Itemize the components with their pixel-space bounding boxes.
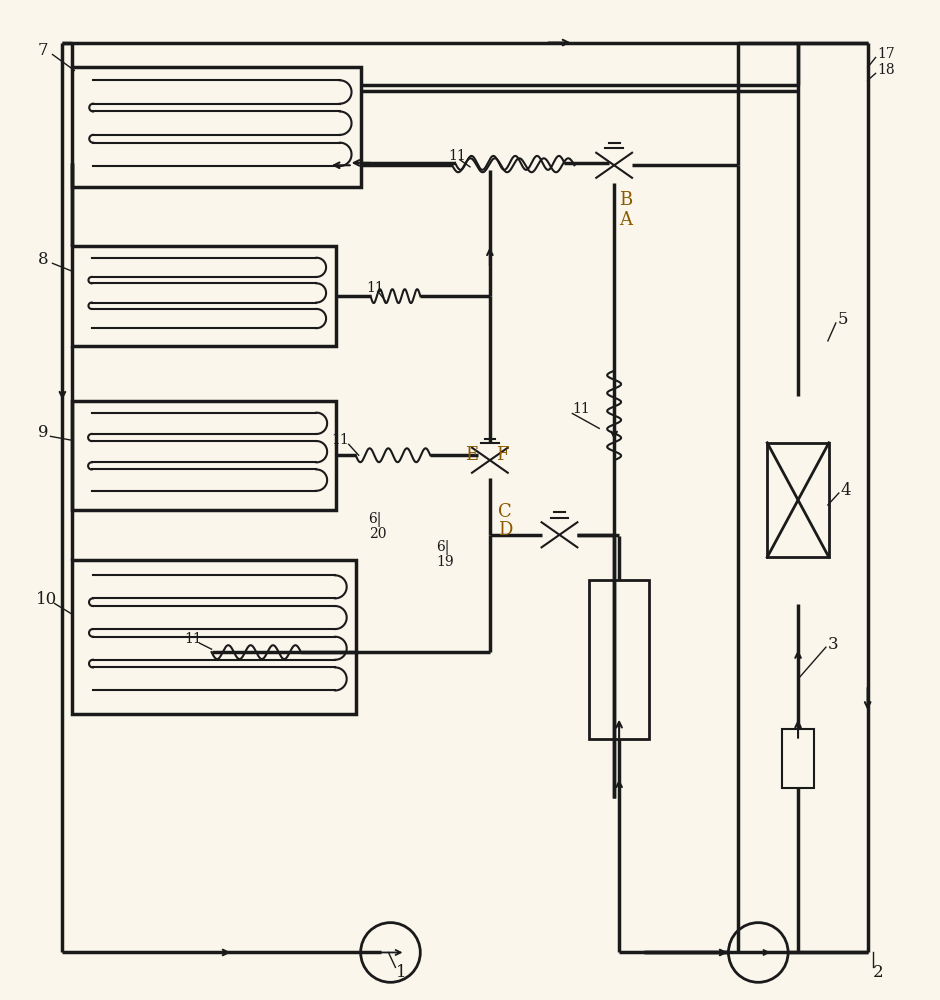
Text: 18: 18 (878, 63, 895, 77)
Text: 11: 11 (331, 433, 349, 447)
Text: 17: 17 (878, 47, 895, 61)
Text: 6|: 6| (436, 540, 449, 555)
Text: 1: 1 (397, 964, 407, 981)
Text: 11: 11 (572, 402, 590, 416)
Text: 8: 8 (38, 251, 48, 268)
Text: 20: 20 (368, 527, 386, 541)
Text: 5: 5 (838, 311, 848, 328)
Text: A: A (619, 211, 632, 229)
Text: 11: 11 (448, 149, 466, 163)
Text: 11: 11 (367, 281, 384, 295)
Bar (72, 246, 336, 346)
Text: 2: 2 (872, 964, 884, 981)
Text: E: E (465, 446, 478, 464)
Text: D: D (498, 521, 512, 539)
Bar (589, 580, 649, 739)
Text: 11: 11 (184, 632, 202, 646)
Text: 7: 7 (38, 42, 48, 59)
Bar (72, 401, 336, 510)
Text: 19: 19 (436, 555, 454, 569)
Text: 6|: 6| (368, 512, 382, 527)
Text: 4: 4 (840, 482, 852, 499)
Text: 3: 3 (828, 636, 838, 653)
Text: 10: 10 (36, 591, 56, 608)
Bar (72, 67, 361, 187)
Bar (72, 560, 355, 714)
Text: 9: 9 (38, 424, 48, 441)
Text: F: F (495, 446, 509, 464)
Text: B: B (619, 191, 633, 209)
Bar (767, 443, 829, 557)
Text: C: C (498, 503, 511, 521)
Bar (782, 729, 814, 788)
